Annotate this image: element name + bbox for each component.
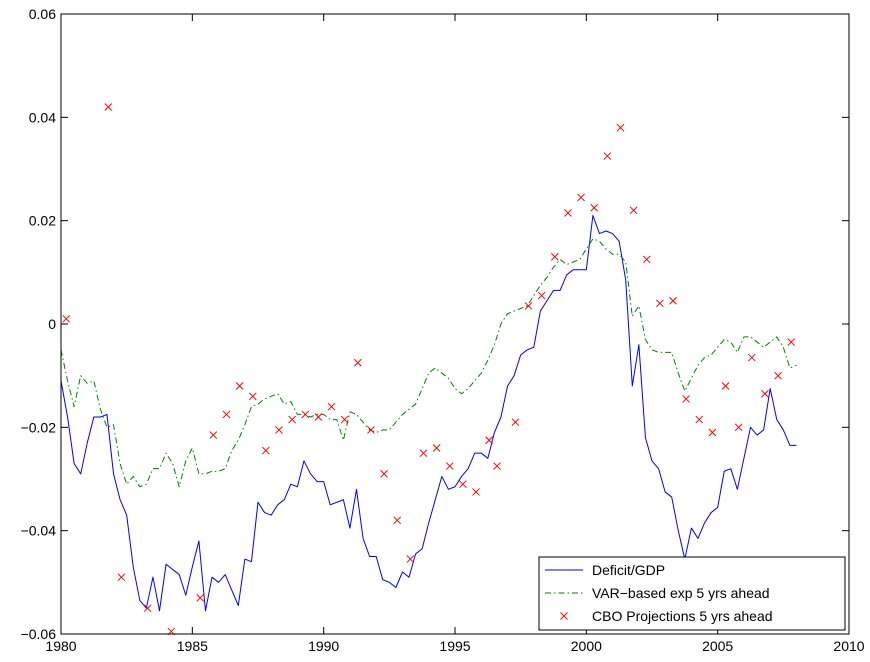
series-line	[60, 238, 797, 488]
data-point	[459, 480, 467, 489]
x-tick-label: 2005	[702, 638, 733, 654]
data-point	[656, 299, 664, 308]
data-point	[695, 415, 704, 424]
y-tick-label: 0.06	[29, 6, 56, 22]
data-point	[235, 382, 244, 390]
data-point	[196, 593, 205, 602]
series-3	[62, 103, 796, 636]
data-point	[603, 152, 612, 160]
data-point	[708, 428, 717, 437]
y-tick-label: −0.04	[21, 523, 57, 539]
x-tick-label: 2000	[571, 638, 602, 654]
data-point	[367, 426, 375, 434]
series-1	[60, 215, 797, 612]
data-point	[616, 123, 625, 132]
series-line	[60, 215, 797, 612]
data-point	[524, 302, 533, 310]
data-point	[117, 573, 126, 582]
legend-box	[538, 556, 846, 631]
x-tick-label: 1995	[439, 638, 470, 654]
data-point	[301, 410, 310, 419]
y-tick-label: 0.02	[29, 213, 56, 229]
data-point	[761, 389, 769, 398]
data-point	[485, 436, 494, 445]
data-point	[734, 423, 743, 432]
data-point	[393, 516, 402, 525]
x-tick-label: 1990	[308, 638, 339, 654]
data-point	[104, 103, 113, 111]
legend-label: VAR−based exp 5 yrs ahead	[592, 585, 770, 601]
legend-label: CBO Projections 5 yrs ahead	[592, 608, 773, 624]
data-point	[721, 382, 730, 390]
data-point	[314, 413, 323, 421]
data-point	[493, 462, 501, 470]
data-point	[669, 296, 677, 305]
data-point	[353, 358, 362, 367]
y-tick-label: 0	[48, 316, 56, 332]
series-2	[60, 238, 797, 488]
axis-ticks: 1980 1985 1990 1995 2000 2005 2010 −0.06 −0.04 −0…	[21, 6, 865, 654]
data-point	[209, 431, 218, 439]
data-point	[248, 392, 257, 401]
data-point	[590, 203, 599, 212]
data-point	[774, 371, 782, 380]
data-point	[550, 252, 559, 261]
y-tick-label: 0.04	[29, 109, 56, 125]
series-layer	[60, 103, 797, 636]
data-point	[222, 410, 231, 419]
data-point	[262, 446, 270, 455]
data-point	[340, 415, 349, 424]
legend: Deficit/GDP VAR−based exp 5 yrs ahead CBO …	[538, 556, 846, 631]
data-point	[143, 604, 152, 613]
data-point	[747, 353, 756, 362]
data-point	[642, 255, 651, 264]
data-point	[406, 555, 415, 563]
legend-label: Deficit/GDP	[592, 562, 665, 578]
plot-frame	[60, 13, 850, 635]
data-point	[419, 449, 428, 458]
data-point	[472, 488, 480, 496]
y-tick-label: −0.02	[21, 419, 57, 435]
data-point	[327, 402, 336, 411]
data-point	[537, 291, 546, 300]
data-point	[288, 415, 297, 424]
data-point	[62, 314, 71, 323]
legend-marker	[560, 612, 568, 620]
data-point	[629, 206, 638, 215]
y-tick-label: −0.06	[21, 626, 57, 642]
data-point	[511, 418, 520, 427]
plot-area	[61, 14, 849, 634]
data-point	[275, 426, 283, 434]
x-tick-label: 1980	[45, 638, 76, 654]
data-point	[682, 395, 691, 403]
data-point	[564, 209, 572, 217]
data-point	[445, 462, 454, 470]
data-point	[380, 469, 388, 478]
data-point	[432, 444, 441, 452]
x-tick-label: 2010	[833, 638, 864, 654]
data-point	[577, 193, 585, 202]
data-point	[787, 338, 796, 346]
x-tick-label: 1985	[177, 638, 208, 654]
